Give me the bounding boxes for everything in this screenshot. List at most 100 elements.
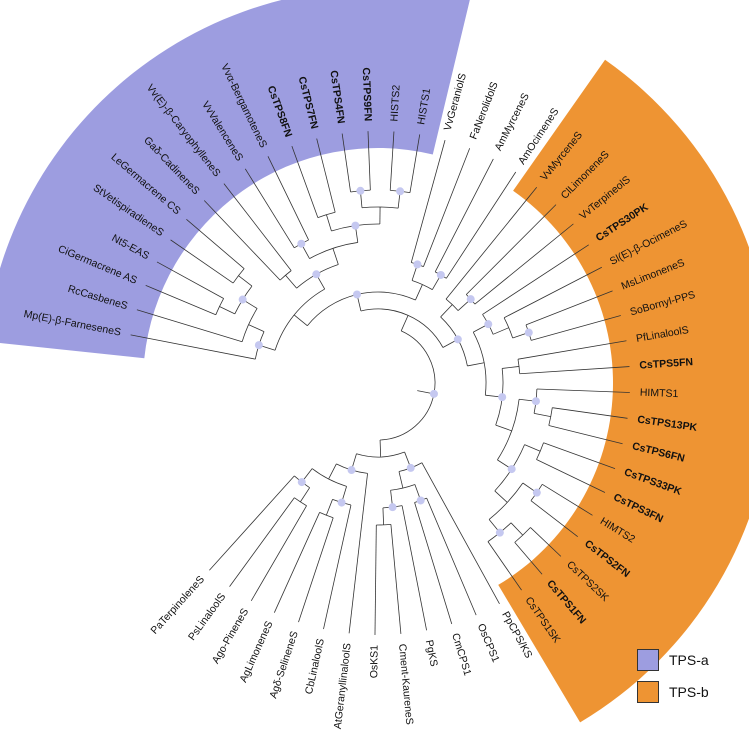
branch-114	[426, 497, 477, 616]
support-node	[416, 496, 425, 505]
branch-79	[533, 412, 551, 418]
support-node	[531, 397, 540, 406]
legend-item-tps-b: TPS-b	[637, 678, 747, 706]
branch-1	[156, 261, 224, 299]
branch-70	[492, 327, 509, 335]
branch-119	[376, 524, 391, 526]
legend-swatch-tps-a	[637, 649, 659, 671]
branch-55	[415, 284, 423, 301]
clade-tps-a-band	[0, 0, 470, 359]
branch-113	[360, 308, 444, 348]
taxon-label: FaNerolidolS	[468, 80, 501, 141]
branch-139	[209, 475, 295, 571]
branch-60	[445, 187, 538, 300]
support-node	[337, 498, 346, 507]
branch-13	[248, 324, 265, 332]
branch-33	[326, 214, 332, 232]
legend-item-tps-a: TPS-a	[637, 646, 747, 674]
branch-24	[341, 133, 351, 193]
taxon-label: AtGeranyllinaloolS	[332, 643, 354, 730]
branch-126	[421, 462, 500, 604]
support-node	[498, 393, 507, 402]
branch-108	[440, 304, 453, 318]
branch-115	[414, 502, 453, 625]
branch-25	[367, 131, 371, 191]
branch-102	[502, 366, 520, 369]
support-node	[297, 478, 306, 487]
branch-69	[482, 244, 589, 315]
branch-7	[238, 275, 253, 287]
branch-66	[503, 266, 603, 319]
branch-45	[410, 139, 446, 263]
support-node	[254, 341, 263, 350]
legend-label-tps-b: TPS-b	[669, 684, 709, 700]
branch-73	[519, 366, 630, 375]
branch-103	[495, 424, 512, 432]
support-node	[297, 239, 306, 248]
support-node	[507, 465, 516, 474]
tree-branches	[130, 131, 630, 635]
support-node	[347, 466, 356, 475]
branch-88	[514, 542, 543, 575]
support-node	[429, 389, 438, 398]
support-node	[495, 528, 504, 537]
taxon-label: PgKS	[423, 639, 440, 668]
branch-16	[223, 183, 292, 271]
branch-83	[536, 442, 544, 460]
taxon-label: CsTPS9FN	[360, 67, 374, 121]
branch-27	[389, 131, 395, 191]
branch-132	[323, 504, 352, 630]
branch-40	[332, 248, 339, 265]
branch-9	[136, 309, 243, 343]
branch-74	[517, 359, 521, 374]
support-node	[356, 186, 365, 195]
branch-46	[423, 148, 471, 267]
branch-58	[474, 223, 574, 305]
branch-145	[328, 463, 337, 480]
branch-84	[542, 483, 593, 516]
legend-swatch-tps-b	[637, 681, 659, 703]
branch-130	[273, 512, 320, 613]
branch-63	[525, 290, 613, 326]
branch-21	[291, 146, 319, 218]
branch-90	[510, 522, 524, 536]
branch-3	[170, 239, 234, 284]
branch-87	[530, 527, 562, 557]
branch-53	[411, 280, 433, 290]
taxon-label: CbLinaloolS	[303, 637, 327, 695]
branch-78	[536, 388, 630, 393]
branch-28	[409, 134, 421, 193]
branch-81	[543, 442, 616, 469]
branch-49	[445, 171, 517, 279]
branch-121	[382, 507, 385, 525]
branch-57	[466, 204, 557, 295]
branch-150	[400, 315, 409, 332]
branch-32	[361, 206, 399, 209]
branch-109	[467, 362, 485, 367]
support-node	[238, 295, 247, 304]
branch-19	[267, 156, 309, 241]
taxon-label: AgLimoneneS	[237, 619, 275, 684]
taxon-label: HISTS2	[388, 84, 402, 122]
support-node	[413, 260, 422, 269]
legend-label-tps-a: TPS-a	[669, 652, 709, 668]
branch-152	[380, 330, 436, 441]
support-nodes	[238, 186, 541, 537]
support-node	[532, 488, 541, 497]
support-node	[524, 328, 533, 337]
branch-15	[203, 200, 281, 281]
branch-127	[398, 471, 404, 489]
taxon-label: CmCPS1	[449, 632, 473, 678]
branch-18	[244, 168, 295, 249]
branch-72	[517, 340, 627, 360]
branch-64	[531, 315, 621, 341]
support-node	[484, 320, 493, 329]
branch-96	[524, 444, 541, 452]
taxon-label: OsCPS1	[475, 622, 502, 664]
branch-0	[145, 284, 216, 316]
branch-151	[379, 439, 382, 457]
branch-120	[401, 505, 427, 631]
branch-91	[487, 541, 522, 591]
branch-38	[309, 242, 358, 259]
